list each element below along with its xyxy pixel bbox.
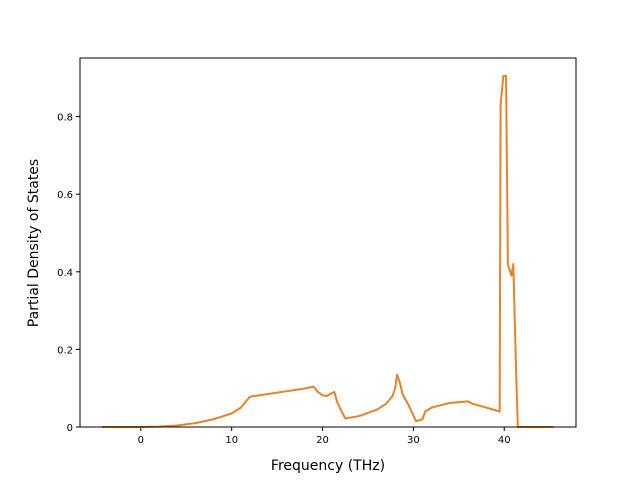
data-line <box>101 74 554 428</box>
x-tick-label: 40 <box>498 435 511 446</box>
y-tick-label: 0.8 <box>57 113 73 124</box>
y-axis-label: Partial Density of States <box>26 159 42 327</box>
x-tick-label: 20 <box>316 435 329 446</box>
y-tick-label: 0 <box>67 423 73 434</box>
y-tick-label: 0.6 <box>57 190 73 201</box>
y-tick-label: 0.4 <box>57 268 73 279</box>
x-tick-label: 10 <box>225 435 238 446</box>
x-tick-label: 30 <box>407 435 420 446</box>
y-tick-label: 0.2 <box>57 345 73 356</box>
plot-frame <box>79 57 577 428</box>
x-axis-label: Frequency (THz) <box>271 458 385 474</box>
x-tick-label: 0 <box>138 435 144 446</box>
